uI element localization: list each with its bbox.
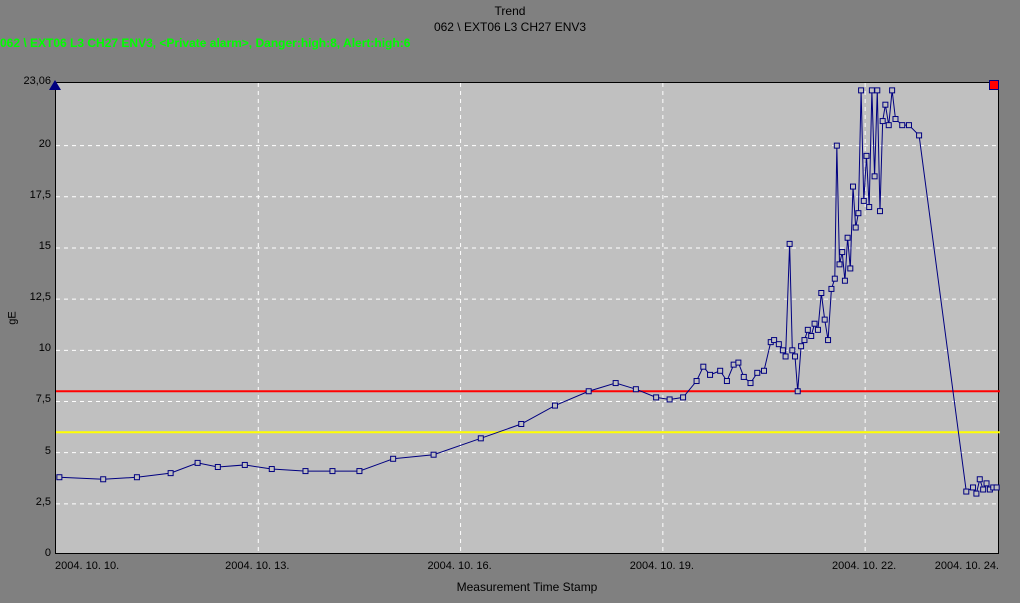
start-marker xyxy=(49,80,61,90)
y-max-label: 23,06 xyxy=(23,75,51,87)
plot-area xyxy=(55,82,999,554)
y-tick-label: 10 xyxy=(39,342,51,354)
end-marker xyxy=(989,80,999,90)
x-tick-label: 2004. 10. 22. xyxy=(824,560,904,572)
y-axis-label: gE xyxy=(7,311,19,324)
y-tick-label: 15 xyxy=(39,240,51,252)
legend-text: 062 \ EXT06 L3 CH27 ENV3, <Private alarm… xyxy=(0,36,410,50)
chart-subtitle: 062 \ EXT06 L3 CH27 ENV3 xyxy=(0,20,1020,36)
y-tick-label: 5 xyxy=(45,445,51,457)
x-axis-label: Measurement Time Stamp xyxy=(55,580,999,594)
x-tick-label: 2004. 10. 13. xyxy=(217,560,297,572)
chart-svg xyxy=(56,83,1000,555)
x-tick-label: 2004. 10. 16. xyxy=(420,560,500,572)
y-tick-label: 2,5 xyxy=(36,496,51,508)
x-tick-label: 2004. 10. 19. xyxy=(622,560,702,572)
y-tick-label: 17,5 xyxy=(30,189,51,201)
x-tick-label: 2004. 10. 24. xyxy=(919,560,999,572)
chart-title: Trend xyxy=(0,4,1020,20)
y-tick-label: 0 xyxy=(45,547,51,559)
y-tick-label: 20 xyxy=(39,138,51,150)
x-tick-label: 2004. 10. 10. xyxy=(55,560,135,572)
y-tick-label: 7,5 xyxy=(36,393,51,405)
y-tick-label: 12,5 xyxy=(30,291,51,303)
